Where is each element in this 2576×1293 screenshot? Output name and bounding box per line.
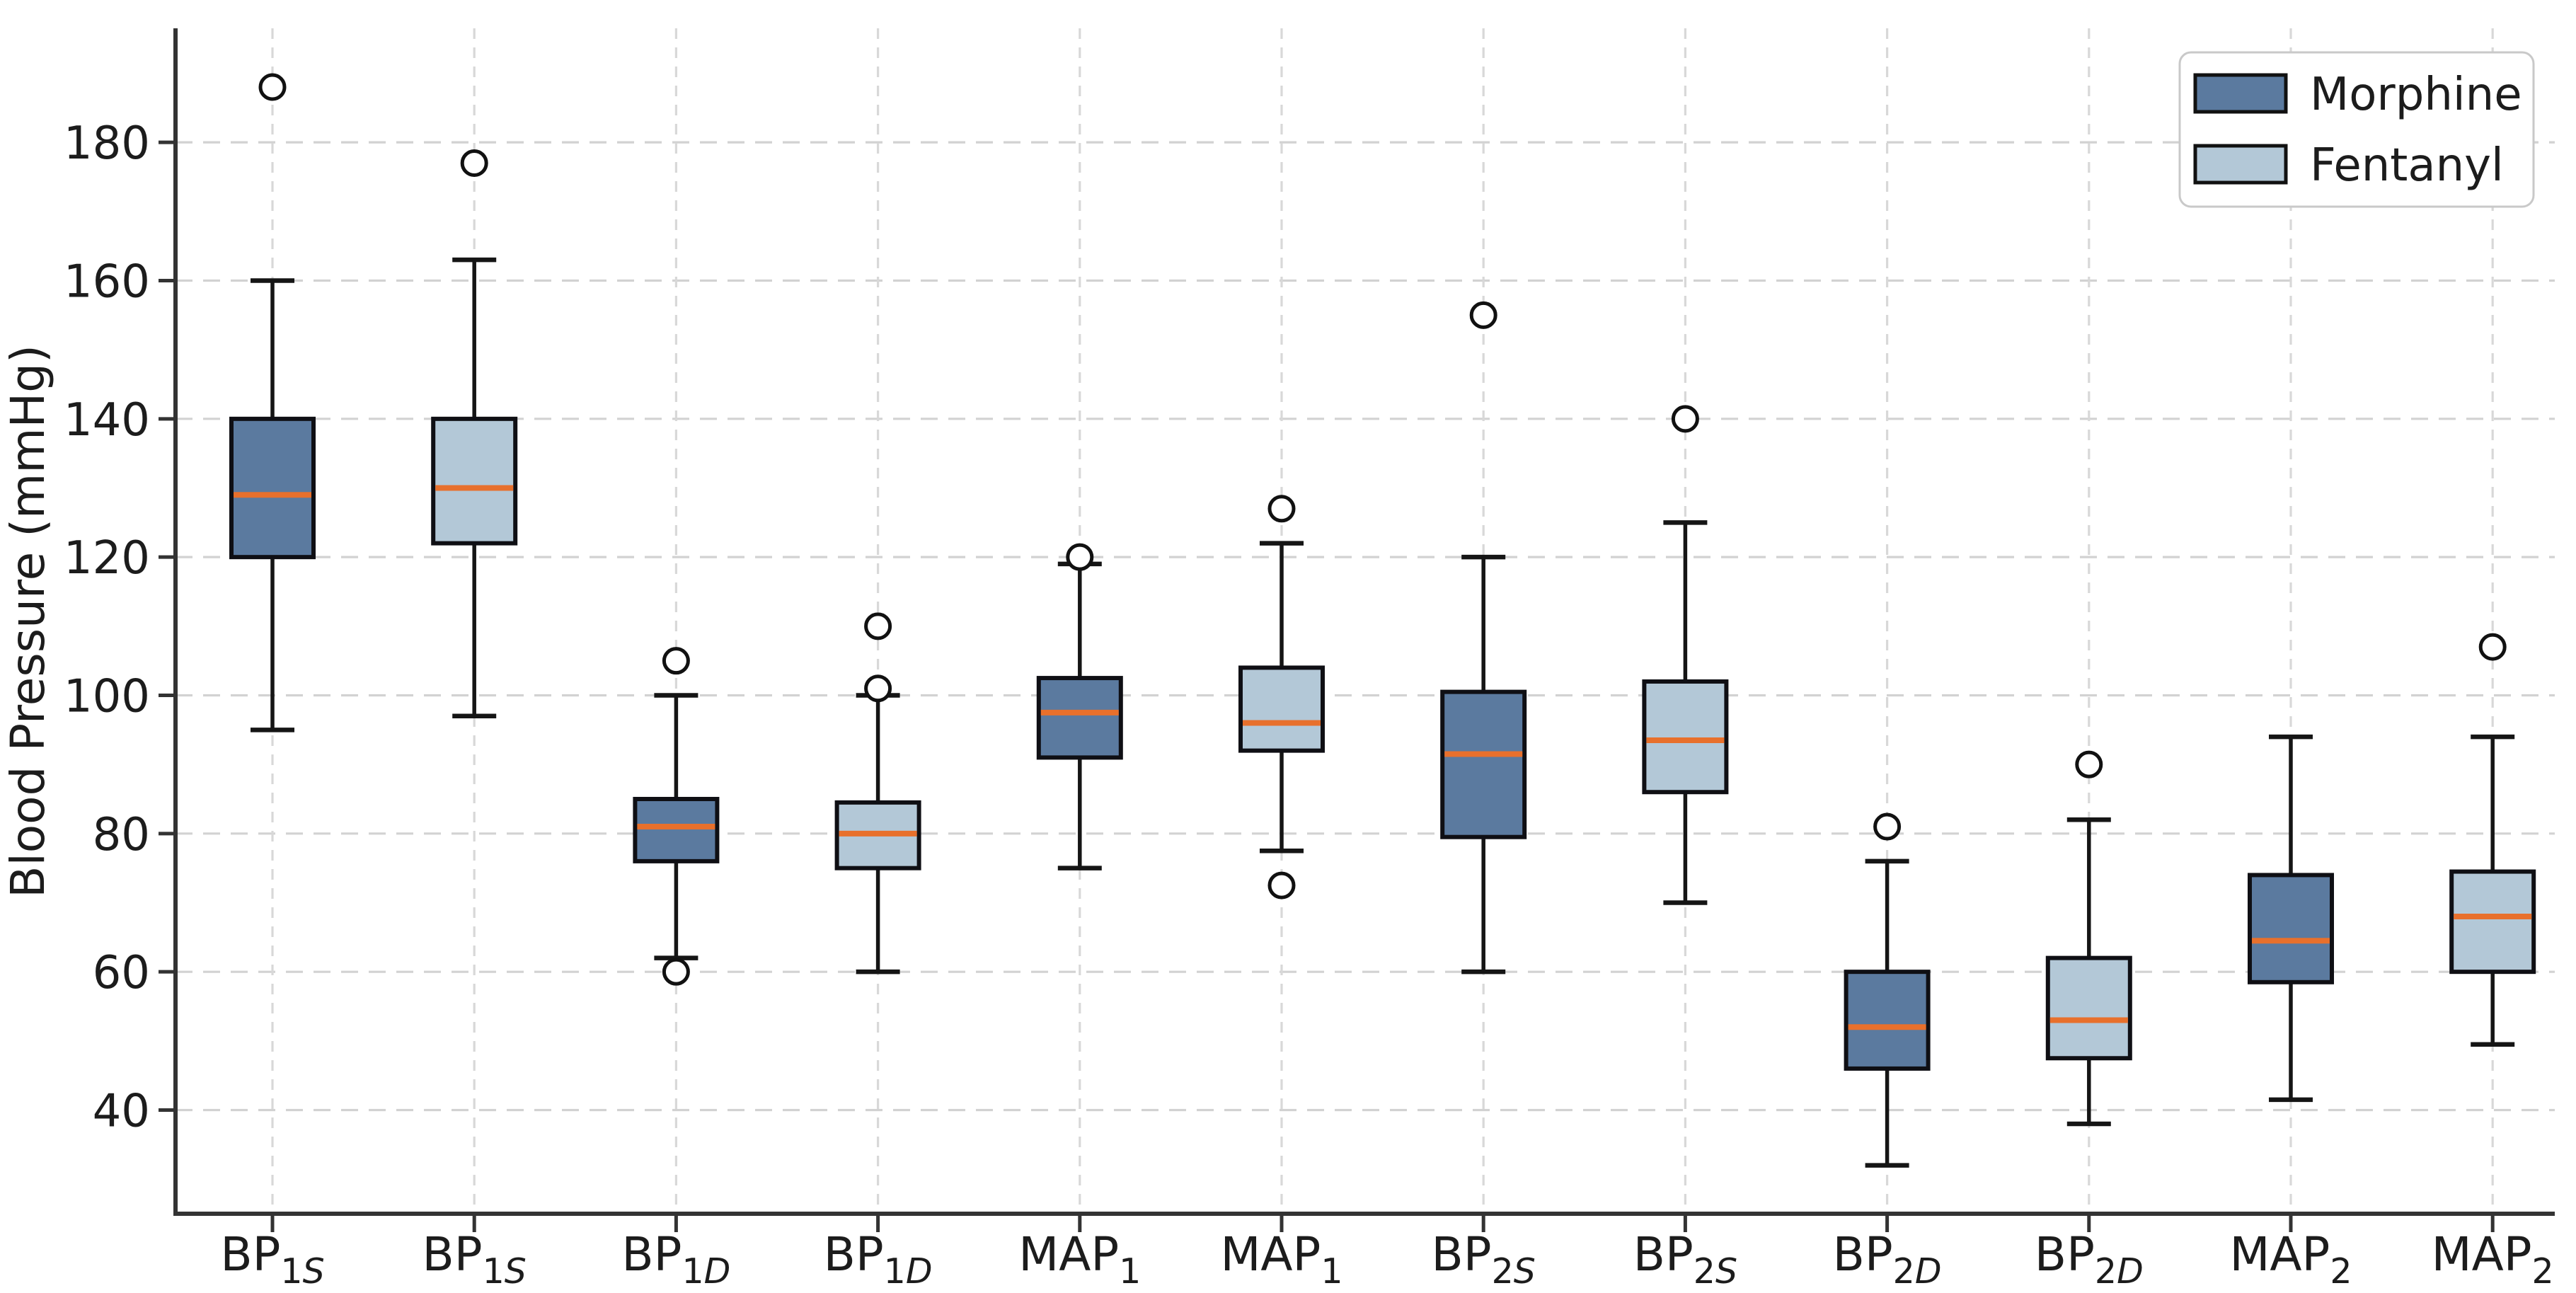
- y-tick-label: 40: [93, 1085, 150, 1137]
- x-tick-label: BP1S: [220, 1227, 324, 1292]
- box-fentanyl-5: [1238, 665, 1325, 753]
- x-tick-label: BP2S: [1633, 1227, 1737, 1292]
- x-tick-label: BP2D: [2035, 1227, 2144, 1292]
- x-tick-label: MAP1: [1018, 1227, 1141, 1292]
- legend-label-morphine: Morphine: [2310, 69, 2522, 121]
- y-axis-label: Blood Pressure (mmHg): [1, 345, 55, 898]
- outlier-fentanyl-1: [460, 149, 488, 177]
- legend-label-fentanyl: Fentanyl: [2310, 139, 2504, 192]
- y-tick-label: 180: [64, 117, 150, 170]
- box-morphine-4: [1036, 676, 1123, 760]
- x-tick-label: BP2S: [1432, 1227, 1536, 1292]
- outlier-fentanyl-7: [1671, 405, 1699, 433]
- outlier-morphine-0: [258, 73, 287, 101]
- outlier-morphine-8: [1873, 812, 1902, 841]
- outlier-fentanyl-3: [864, 674, 892, 703]
- y-tick-label: 120: [64, 532, 150, 585]
- x-tick-label: BP1D: [824, 1227, 933, 1292]
- y-tick-label: 160: [64, 255, 150, 308]
- outlier-fentanyl-9: [2075, 750, 2103, 778]
- x-tick-label: BP1D: [621, 1227, 730, 1292]
- y-tick-label: 100: [64, 670, 150, 723]
- outlier-fentanyl-3: [864, 612, 892, 640]
- box-fentanyl-7: [1642, 679, 1729, 795]
- y-tick-label: 140: [64, 394, 150, 447]
- outlier-morphine-4: [1066, 543, 1094, 571]
- x-tick-label: BP1S: [422, 1227, 527, 1292]
- box-morphine-0: [229, 416, 316, 560]
- x-tick-label: MAP1: [1220, 1227, 1342, 1292]
- outlier-fentanyl-11: [2478, 633, 2507, 661]
- outlier-fentanyl-5: [1267, 495, 1296, 523]
- x-tick-label: MAP2: [2432, 1227, 2554, 1292]
- box-fentanyl-11: [2449, 869, 2536, 975]
- y-tick-label: 80: [93, 809, 150, 861]
- outlier-morphine-2: [662, 647, 690, 675]
- box-morphine-2: [633, 796, 720, 863]
- y-tick-label: 60: [93, 947, 150, 999]
- box-morphine-6: [1440, 689, 1527, 839]
- legend-swatch-fentanyl: [2193, 144, 2288, 185]
- outlier-fentanyl-5: [1267, 871, 1296, 900]
- outlier-morphine-6: [1469, 301, 1497, 329]
- box-fentanyl-1: [431, 416, 518, 546]
- legend-swatch-morphine: [2193, 73, 2288, 114]
- box-morphine-8: [1844, 970, 1931, 1071]
- x-tick-label: MAP2: [2229, 1227, 2352, 1292]
- box-fentanyl-9: [2045, 955, 2132, 1061]
- outlier-morphine-2: [662, 958, 690, 986]
- box-morphine-10: [2248, 873, 2334, 984]
- x-tick-label: BP2D: [1833, 1227, 1942, 1292]
